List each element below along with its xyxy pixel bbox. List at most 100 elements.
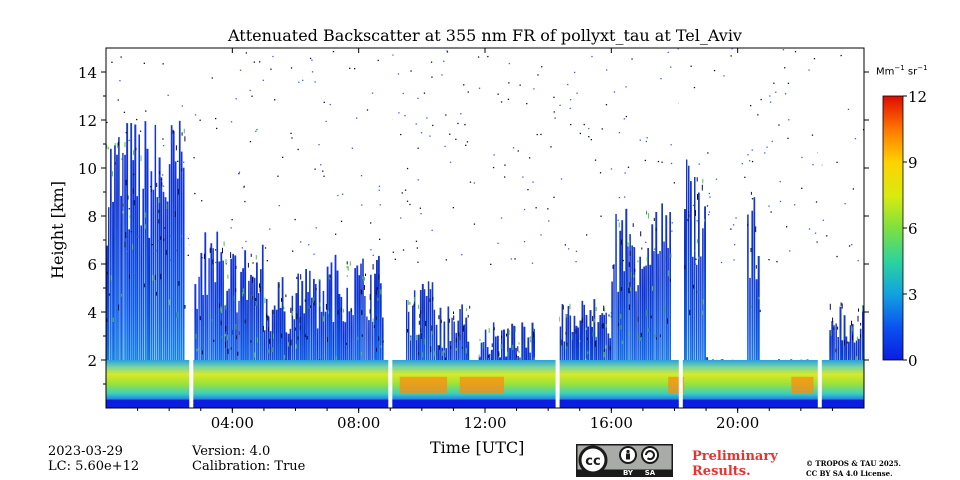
cloud-column-strip xyxy=(250,274,252,401)
noise-dot xyxy=(123,111,126,113)
noise-dot xyxy=(553,196,555,198)
signal-speck xyxy=(227,274,229,279)
signal-speck xyxy=(637,316,639,322)
noise-dot xyxy=(199,119,201,121)
noise-dot xyxy=(574,71,576,74)
signal-speck xyxy=(633,274,635,278)
signal-speck xyxy=(860,322,862,326)
cloud-column-strip xyxy=(623,271,625,401)
signal-speck xyxy=(508,330,510,335)
noise-dot xyxy=(730,55,732,57)
signal-speck xyxy=(638,334,640,340)
noise-dot xyxy=(487,55,489,58)
signal-speck xyxy=(851,320,852,326)
noise-dot xyxy=(785,93,787,95)
cloud-column-strip xyxy=(338,294,341,401)
signal-speck xyxy=(296,313,298,319)
cloud-column-strip xyxy=(120,195,122,401)
noise-dot xyxy=(512,147,515,149)
cloud-column-strip xyxy=(839,306,842,401)
noise-dot xyxy=(311,71,314,73)
signal-speck xyxy=(158,219,160,224)
noise-dot xyxy=(259,61,261,63)
noise-dot xyxy=(514,258,516,260)
signal-speck xyxy=(420,310,422,315)
noise-dot xyxy=(392,54,394,56)
cloud-column-strip xyxy=(122,152,124,401)
signal-speck xyxy=(125,179,127,186)
signal-speck xyxy=(579,340,581,343)
signal-speck xyxy=(150,189,152,193)
signal-speck xyxy=(603,305,605,310)
cloud-column-strip xyxy=(322,290,325,401)
noise-dot xyxy=(508,82,510,84)
noise-dot xyxy=(692,204,695,206)
cloud-column-strip xyxy=(198,276,200,401)
signal-speck xyxy=(453,311,454,314)
signal-speck xyxy=(620,239,622,245)
signal-speck xyxy=(637,260,639,263)
noise-dot xyxy=(143,62,145,64)
signal-speck xyxy=(378,274,380,280)
cloud-column-strip xyxy=(138,134,140,401)
cloud-column-strip xyxy=(649,264,652,401)
signal-speck xyxy=(621,340,623,345)
cloud-column-strip xyxy=(690,181,692,401)
signal-speck xyxy=(106,271,108,275)
signal-speck xyxy=(380,289,382,295)
cloud-column-strip xyxy=(142,188,144,401)
noise-dot xyxy=(404,115,406,117)
signal-speck xyxy=(350,307,352,312)
cloud-column-strip xyxy=(180,151,183,401)
signal-speck xyxy=(530,339,532,343)
cloud-column-strip xyxy=(194,284,197,401)
noise-dot xyxy=(443,60,445,62)
colorbar-tick-label: 0 xyxy=(908,352,918,370)
signal-speck xyxy=(382,340,384,343)
signal-speck xyxy=(160,273,162,280)
cloud-column-strip xyxy=(162,191,165,401)
noise-dot xyxy=(822,219,824,221)
y-tick-label: 12 xyxy=(78,112,97,130)
noise-dot xyxy=(708,211,711,213)
noise-dot xyxy=(840,54,842,57)
signal-speck xyxy=(687,218,689,222)
signal-speck xyxy=(373,325,375,328)
noise-dot xyxy=(160,178,163,181)
signal-speck xyxy=(482,342,484,349)
cloud-column-strip xyxy=(573,315,576,401)
noise-dot xyxy=(446,51,449,53)
noise-dot xyxy=(708,214,710,216)
signal-speck xyxy=(841,303,843,309)
signal-speck xyxy=(172,129,174,134)
signal-speck xyxy=(461,346,463,349)
signal-speck xyxy=(363,279,365,282)
signal-speck xyxy=(176,312,178,318)
noise-dot xyxy=(639,139,641,141)
colorbar-unit: Mm−1 sr−1 xyxy=(876,64,928,77)
signal-speck xyxy=(337,310,339,315)
noise-dot xyxy=(431,229,433,231)
signal-speck xyxy=(851,327,853,332)
noise-dot xyxy=(673,182,675,184)
cloud-column-strip xyxy=(603,314,605,401)
signal-speck xyxy=(224,341,226,348)
noise-dot xyxy=(406,167,409,170)
signal-speck xyxy=(641,247,643,250)
noise-dot xyxy=(445,259,447,261)
signal-speck xyxy=(327,337,328,342)
noise-dot xyxy=(851,244,853,246)
noise-dot xyxy=(106,121,108,124)
signal-speck xyxy=(299,325,301,331)
signal-speck xyxy=(262,325,264,332)
noise-dot xyxy=(749,160,751,162)
signal-speck xyxy=(281,333,283,339)
noise-dot xyxy=(670,144,672,146)
cloud-column-strip xyxy=(136,196,138,401)
noise-dot xyxy=(548,220,550,222)
signal-speck xyxy=(659,334,661,338)
cloud-column-strip xyxy=(222,260,224,401)
noise-dot xyxy=(779,181,781,183)
signal-speck xyxy=(361,352,362,356)
cloud-column-strip xyxy=(148,237,151,401)
